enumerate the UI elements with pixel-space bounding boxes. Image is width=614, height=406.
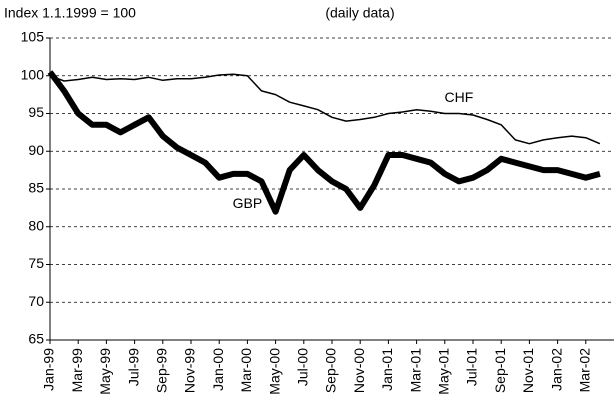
- y-tick-label: 65: [28, 331, 44, 347]
- x-tick-label: Sep-99: [154, 348, 170, 393]
- y-tick-label: 85: [28, 180, 44, 196]
- x-tick-label: Mar-01: [407, 348, 423, 393]
- chart-subtitle: (daily data): [325, 5, 394, 21]
- x-tick-label: Nov-99: [182, 348, 198, 393]
- x-tick-label: Jan-99: [41, 348, 57, 391]
- annotation: GBP: [233, 195, 263, 211]
- x-tick-label: May-00: [266, 348, 282, 395]
- x-tick-label: Jan-02: [548, 348, 564, 391]
- x-tick-label: Mar-02: [577, 348, 593, 393]
- y-tick-label: 105: [21, 29, 45, 45]
- x-tick-label: May-99: [97, 348, 113, 395]
- x-tick-label: Jan-01: [379, 348, 395, 391]
- x-tick-label: Jul-99: [125, 348, 141, 386]
- line-series: [49, 73, 601, 145]
- y-tick-label: 80: [28, 217, 44, 233]
- x-tick-label: Nov-01: [520, 348, 536, 393]
- y-tick-label: 75: [28, 255, 44, 271]
- y-tick-label: 90: [28, 142, 44, 158]
- x-tick-label: Sep-00: [323, 348, 339, 393]
- x-tick-label: Jul-00: [295, 348, 311, 386]
- y-tick-label: 95: [28, 104, 44, 120]
- annotation: CHF: [445, 89, 474, 105]
- x-tick-label: Nov-00: [351, 348, 367, 393]
- x-tick-label: May-01: [436, 348, 452, 395]
- line-series: [47, 70, 601, 215]
- x-tick-label: Sep-01: [492, 348, 508, 393]
- y-tick-label: 100: [21, 66, 45, 82]
- x-tick-label: Mar-99: [69, 348, 85, 393]
- y-tick-label: 70: [28, 293, 44, 309]
- x-tick-label: Jul-01: [464, 348, 480, 386]
- x-tick-label: Mar-00: [238, 348, 254, 393]
- y-axis-label: Index 1.1.1999 = 100: [4, 5, 136, 21]
- x-tick-label: Jan-00: [210, 348, 226, 391]
